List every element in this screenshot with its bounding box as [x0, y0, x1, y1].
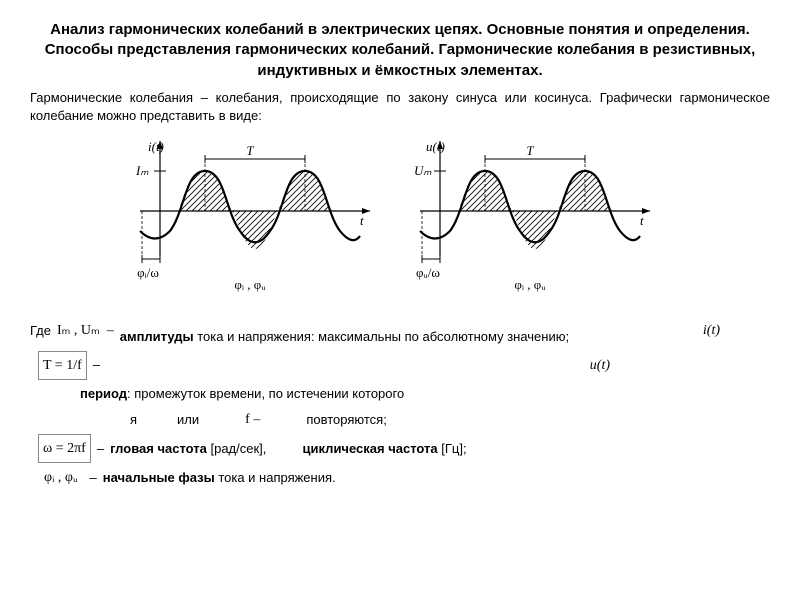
period-line2c: повторяются;	[306, 408, 386, 431]
right-amp-label: Uₘ	[414, 163, 432, 178]
period-mid-formula: f –	[239, 407, 266, 432]
right-x-label: t	[640, 213, 644, 228]
def-omega: ω = 2πf – гловая частота [рад/сек], цикл…	[30, 434, 770, 463]
float-ut: u(t)	[590, 353, 610, 378]
amp-formula: Iₘ , Uₘ –	[51, 318, 120, 343]
left-period-label: T	[246, 143, 254, 158]
def-amplitude: Где Iₘ , Uₘ – амплитуды тока и напряжени…	[30, 313, 770, 348]
period-text: период: промежуток времени, по истечении…	[80, 382, 770, 405]
where-label: Где	[30, 319, 51, 342]
phi-formula: φᵢ , φᵤ	[38, 465, 84, 490]
sine-charts: i(t) t Iₘ T φᵢ/ω φᵢ , φᵤ u(t)	[30, 131, 770, 311]
phase-dash: –	[84, 466, 103, 489]
left-x-label: t	[360, 213, 364, 228]
right-y-label: u(t)	[426, 139, 445, 154]
period-formula: T = 1/f	[38, 351, 87, 380]
sine-wave-svg: i(t) t Iₘ T φᵢ/ω φᵢ , φᵤ u(t)	[120, 131, 680, 311]
left-legend: φᵢ , φᵤ	[234, 277, 265, 292]
def-period: T = 1/f – u(t)	[30, 351, 770, 380]
omega-dash: –	[91, 437, 110, 460]
def-period-text: период: промежуток времени, по истечении…	[80, 382, 770, 405]
phase-text: начальные фазы тока и напряжения.	[103, 466, 770, 489]
left-amp-label: Iₘ	[135, 163, 149, 178]
definitions-block: Где Iₘ , Uₘ – амплитуды тока и напряжени…	[30, 313, 770, 491]
amp-text: амплитуды тока и напряжения: максимальны…	[120, 313, 770, 348]
left-phase-label: φᵢ/ω	[137, 265, 159, 280]
float-it: i(t)	[703, 318, 720, 343]
right-legend: φᵢ , φᵤ	[514, 277, 545, 292]
omega-formula: ω = 2πf	[38, 434, 91, 463]
period-line2b: или	[177, 408, 199, 431]
def-phase: φᵢ , φᵤ – начальные фазы тока и напряжен…	[30, 465, 770, 490]
right-period-label: T	[526, 143, 534, 158]
right-phase-label: φᵤ/ω	[416, 265, 440, 280]
def-period-line2: я или f – повторяются;	[130, 407, 770, 432]
period-line2a: я	[130, 408, 137, 431]
omega-text: гловая частота [рад/сек], циклическая ча…	[110, 437, 770, 460]
page-title: Анализ гармонических колебаний в электри…	[30, 20, 770, 81]
period-dash: –	[87, 353, 106, 376]
left-y-label: i(t)	[148, 139, 164, 154]
intro-paragraph: Гармонические колебания – колебания, про…	[30, 89, 770, 125]
